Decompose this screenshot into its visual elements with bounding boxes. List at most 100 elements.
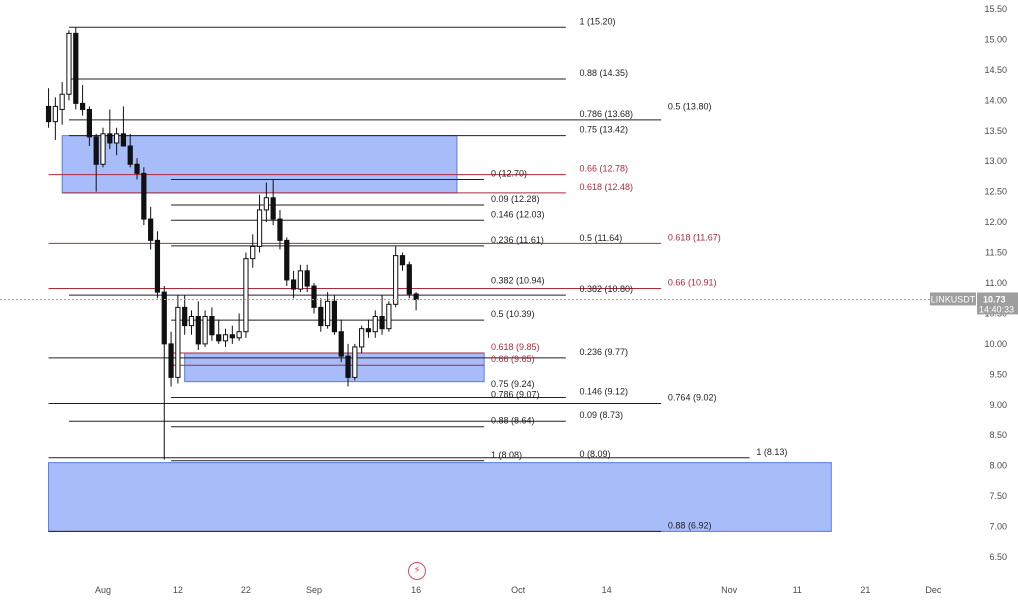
fib-level-label: 0.764 (9.02): [668, 393, 717, 403]
y-axis-tick-label: 8.50: [989, 430, 1007, 440]
y-axis-tick-label: 14.00: [984, 95, 1007, 105]
fib-level-label: 0.75 (13.42): [579, 125, 628, 135]
candle-up: [386, 303, 392, 330]
symbol-tag: [930, 292, 976, 306]
candle-down: [284, 239, 290, 281]
y-axis-tick-label: 11.50: [985, 248, 1007, 258]
fib-level-label: 0.236 (11.61): [491, 235, 544, 245]
candle-down: [134, 163, 140, 174]
candle-up: [372, 315, 378, 333]
candle-down: [229, 334, 235, 339]
candle-up: [325, 300, 331, 327]
fib-level-label: 0.88 (6.92): [668, 520, 712, 530]
y-axis-tick-label: 10.00: [984, 339, 1007, 349]
fib-level-label: 0.5 (13.80): [668, 102, 712, 112]
x-axis-tick-label: 16: [411, 585, 421, 595]
price-tag-value: 10.73: [983, 294, 1006, 304]
fib-level-label: 0.75 (9.24): [491, 379, 535, 389]
x-axis-tick-label: 21: [860, 585, 870, 595]
demand-zone: [184, 352, 485, 383]
candle-up: [100, 133, 106, 165]
candle-up: [243, 258, 249, 333]
x-axis-tick-label: Dec: [925, 585, 942, 595]
lightning-bolt-icon[interactable]: ⚡: [408, 562, 426, 580]
candle-down: [379, 315, 385, 330]
fib-level-label: 0.236 (9.77): [579, 347, 628, 357]
candle-up: [222, 334, 229, 342]
candle-up: [393, 255, 399, 305]
candle-up: [114, 133, 120, 144]
candle-down: [277, 218, 283, 241]
candle-down: [406, 264, 412, 295]
fib-level-label: 1 (8.13): [756, 447, 787, 457]
fib-level-label: 0.786 (9.07): [491, 390, 540, 400]
candle-down: [304, 270, 310, 287]
fib-level-label: 0.5 (11.64): [579, 233, 622, 243]
candle-down: [141, 172, 147, 220]
candle-down: [318, 306, 324, 327]
x-axis-tick-label: 22: [241, 585, 251, 595]
candle-up: [250, 245, 256, 260]
fib-level-label: 0.618 (11.67): [668, 232, 721, 242]
fib-level-label: 0 (12.70): [491, 168, 527, 178]
candle-down: [331, 300, 338, 333]
candle-down: [93, 136, 99, 165]
candle-down: [338, 331, 344, 357]
candle-down: [168, 343, 174, 378]
candle-down: [120, 133, 127, 147]
candle-down: [45, 105, 52, 123]
x-axis-tick-label: Sep: [306, 585, 322, 595]
x-axis-tick-label: Nov: [721, 585, 738, 595]
y-axis-tick-label: 8.00: [989, 461, 1007, 471]
candle-up: [52, 105, 58, 123]
y-axis-tick-label: 12.00: [984, 217, 1007, 227]
x-axis-tick-label: 12: [173, 585, 183, 595]
demand-zone: [48, 462, 832, 532]
candle-up: [352, 346, 358, 378]
x-axis-tick-label: Aug: [95, 585, 111, 595]
y-axis-tick-label: 13.50: [984, 126, 1007, 136]
fib-level-label: 0.09 (12.28): [491, 194, 540, 204]
price-tag-countdown: 14:40:33: [979, 304, 1014, 314]
y-axis-tick-label: 15.00: [984, 34, 1007, 44]
x-axis-tick-label: 11: [793, 585, 802, 595]
y-axis-tick-label: 9.50: [989, 369, 1007, 379]
fib-level-label: 0.786 (13.68): [579, 109, 633, 119]
candle-up: [263, 197, 269, 211]
y-axis-tick-label: 9.00: [989, 400, 1007, 410]
fib-level-label: 0.66 (9.65): [491, 354, 535, 364]
y-axis-tick-label: 11.00: [985, 278, 1007, 288]
candle-down: [290, 279, 297, 290]
fib-level-label: 0.618 (12.48): [579, 182, 633, 192]
fib-level-label: 0.66 (10.91): [668, 277, 717, 287]
fib-level-label: 0.382 (10.80): [579, 284, 633, 294]
candle-down: [154, 239, 161, 293]
fib-level-label: 0.5 (10.39): [491, 309, 535, 319]
candle-down: [270, 197, 276, 220]
fib-level-label: 1 (8.08): [491, 450, 522, 460]
y-axis-tick-label: 14.50: [984, 65, 1007, 75]
candle-down: [73, 32, 79, 104]
candle-down: [216, 334, 222, 342]
candle-down: [413, 293, 419, 300]
fib-level-label: 0.146 (12.03): [491, 209, 545, 219]
price-tag: [977, 292, 1018, 315]
candle-down: [86, 108, 92, 138]
y-axis-tick-label: 13.00: [984, 156, 1007, 166]
candle-down: [107, 133, 113, 144]
x-axis-tick-label: Oct: [511, 585, 526, 595]
candle-up: [256, 209, 263, 247]
fib-level-label: 0.146 (9.12): [579, 386, 628, 396]
fib-level-label: 0.66 (12.78): [579, 164, 628, 174]
candle-up: [236, 331, 242, 339]
x-axis-tick-label: 14: [602, 585, 612, 595]
candle-down: [79, 102, 86, 110]
candle-up: [202, 315, 208, 345]
candle-up: [59, 93, 65, 110]
y-axis-tick-label: 15.50: [984, 4, 1007, 14]
fib-level-label: 0.88 (8.64): [491, 416, 535, 426]
candle-down: [127, 145, 133, 165]
candle-up: [66, 32, 72, 95]
y-axis-tick-label: 7.50: [989, 491, 1007, 501]
